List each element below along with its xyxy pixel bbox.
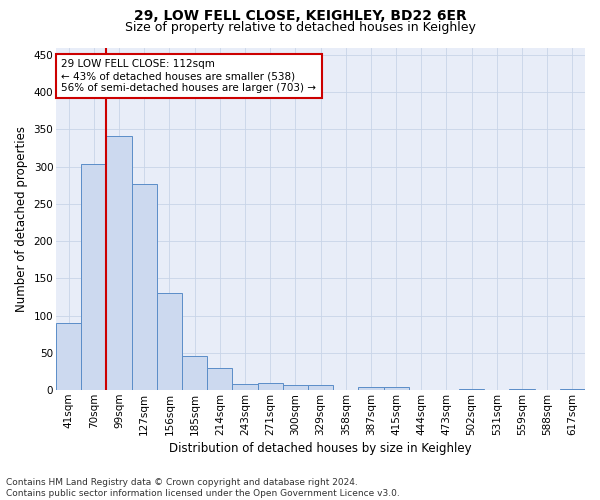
Bar bbox=[560, 388, 585, 390]
Text: Contains HM Land Registry data © Crown copyright and database right 2024.
Contai: Contains HM Land Registry data © Crown c… bbox=[6, 478, 400, 498]
Bar bbox=[106, 136, 131, 390]
Bar bbox=[509, 388, 535, 390]
Bar bbox=[308, 385, 333, 390]
Bar bbox=[383, 387, 409, 390]
Bar bbox=[459, 388, 484, 390]
Bar bbox=[207, 368, 232, 390]
Y-axis label: Number of detached properties: Number of detached properties bbox=[15, 126, 28, 312]
Bar bbox=[81, 164, 106, 390]
Bar bbox=[232, 384, 257, 390]
Bar bbox=[56, 323, 81, 390]
Text: 29 LOW FELL CLOSE: 112sqm
← 43% of detached houses are smaller (538)
56% of semi: 29 LOW FELL CLOSE: 112sqm ← 43% of detac… bbox=[61, 60, 316, 92]
Bar bbox=[257, 382, 283, 390]
Bar bbox=[358, 387, 383, 390]
Text: Size of property relative to detached houses in Keighley: Size of property relative to detached ho… bbox=[125, 22, 475, 35]
X-axis label: Distribution of detached houses by size in Keighley: Distribution of detached houses by size … bbox=[169, 442, 472, 455]
Bar bbox=[131, 184, 157, 390]
Bar bbox=[182, 356, 207, 390]
Bar bbox=[157, 292, 182, 390]
Bar bbox=[283, 385, 308, 390]
Text: 29, LOW FELL CLOSE, KEIGHLEY, BD22 6ER: 29, LOW FELL CLOSE, KEIGHLEY, BD22 6ER bbox=[134, 9, 466, 23]
